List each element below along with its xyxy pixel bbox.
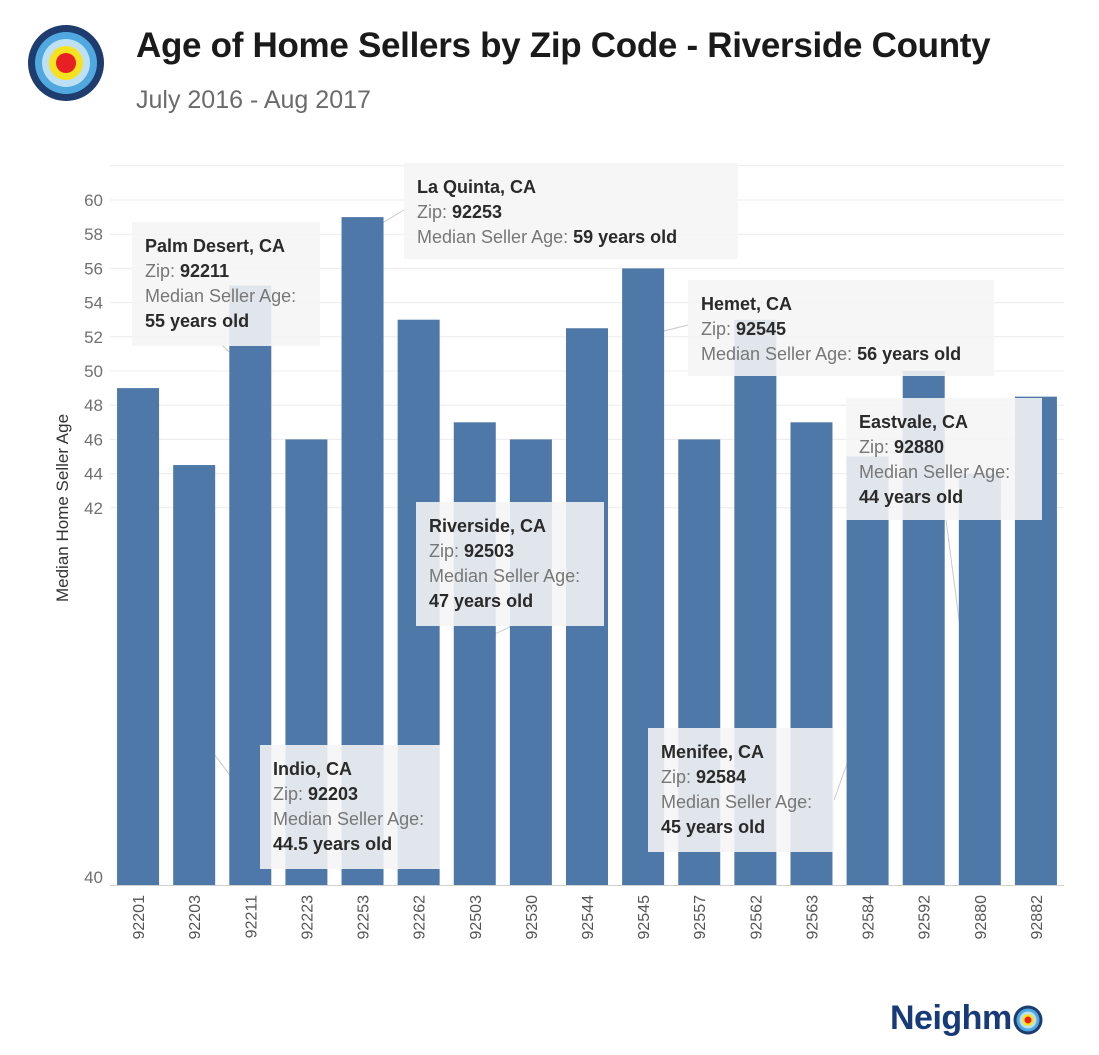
chart-subtitle: July 2016 - Aug 2017 bbox=[136, 86, 371, 114]
annotation-zip: Zip: 92203 bbox=[273, 784, 358, 804]
annotation-zip: Zip: 92211 bbox=[145, 261, 229, 281]
annotation-box: Riverside, CA Zip: 92503 Median Seller Age… bbox=[416, 502, 604, 626]
x-tick-label: 92253 bbox=[356, 895, 373, 940]
y-tick-label: 60 bbox=[84, 191, 103, 210]
y-tick-label: 44 bbox=[84, 465, 103, 484]
annotations: Palm Desert, CA Zip: 92211 Median Seller A… bbox=[132, 163, 1042, 869]
x-tick-label: 92223 bbox=[299, 895, 316, 940]
annotation-box: Hemet, CA Zip: 92545 Median Seller Age: 56… bbox=[688, 280, 994, 376]
bar bbox=[958, 473, 1001, 885]
x-tick-label: 92545 bbox=[636, 895, 653, 940]
y-tick-label: 58 bbox=[84, 225, 103, 244]
annotation-age-value: 55 years old bbox=[145, 311, 249, 331]
y-tick-label: 56 bbox=[84, 259, 103, 278]
annotation-zip: Zip: 92253 bbox=[417, 202, 502, 222]
x-tick-label: 92262 bbox=[412, 895, 429, 940]
annotation-box: La Quinta, CA Zip: 92253 Median Seller Age… bbox=[404, 163, 738, 259]
annotation-age: Median Seller Age: 59 years old bbox=[417, 227, 677, 247]
annotation-zip: Zip: 92584 bbox=[661, 767, 746, 787]
brand-name: Neighm bbox=[890, 998, 1012, 1037]
annotation-background bbox=[404, 163, 738, 259]
x-tick-label: 92882 bbox=[1029, 895, 1046, 940]
annotation-box: Eastvale, CA Zip: 92880 Median Seller Age:… bbox=[846, 398, 1042, 520]
annotation-background bbox=[648, 728, 834, 852]
x-tick-label: 92880 bbox=[973, 895, 990, 940]
x-tick-label: 92557 bbox=[692, 895, 709, 940]
y-tick-label: 52 bbox=[84, 328, 103, 347]
chart-title: Age of Home Sellers by Zip Code - Rivers… bbox=[136, 26, 991, 65]
annotation-age: Median Seller Age: bbox=[661, 792, 812, 812]
bar bbox=[846, 456, 889, 885]
annotation-city: Menifee, CA bbox=[661, 742, 764, 762]
annotation-city: Eastvale, CA bbox=[859, 412, 968, 432]
annotation-zip: Zip: 92503 bbox=[429, 541, 514, 561]
annotation-city: Palm Desert, CA bbox=[145, 236, 285, 256]
bar bbox=[117, 388, 160, 885]
annotation-city: Riverside, CA bbox=[429, 516, 546, 536]
annotation-zip: Zip: 92545 bbox=[701, 319, 786, 339]
annotation-age: Median Seller Age: bbox=[429, 566, 580, 586]
annotation-city: Hemet, CA bbox=[701, 294, 792, 314]
annotation-box: Menifee, CA Zip: 92584 Median Seller Age: 4… bbox=[648, 728, 834, 852]
annotation-background bbox=[688, 280, 994, 376]
bar bbox=[173, 465, 216, 885]
y-tick-label: 50 bbox=[84, 362, 103, 381]
x-tick-label: 92201 bbox=[131, 895, 148, 940]
annotation-age-value: 44.5 years old bbox=[273, 834, 392, 854]
annotation-box: Indio, CA Zip: 92203 Median Seller Age: 44.… bbox=[260, 745, 440, 869]
x-tick-label: 92544 bbox=[580, 895, 597, 940]
x-tick-label: 92530 bbox=[524, 895, 541, 940]
annotation-background bbox=[260, 745, 440, 869]
annotation-city: Indio, CA bbox=[273, 759, 352, 779]
target-icon bbox=[28, 25, 104, 101]
bar bbox=[453, 422, 496, 885]
annotation-zip: Zip: 92880 bbox=[859, 437, 944, 457]
y-tick-label: 46 bbox=[84, 430, 103, 449]
y-axis-ticks: 40 42 44 46 48 50 52 54 56 58 60 bbox=[84, 191, 103, 887]
y-tick-label: 40 bbox=[84, 868, 103, 887]
annotation-box: Palm Desert, CA Zip: 92211 Median Seller A… bbox=[132, 222, 320, 346]
x-tick-label: 92503 bbox=[468, 895, 485, 940]
y-tick-label: 48 bbox=[84, 396, 103, 415]
annotation-background bbox=[416, 502, 604, 626]
x-tick-label: 92203 bbox=[187, 895, 204, 940]
x-tick-label: 92211 bbox=[243, 895, 260, 938]
annotation-background bbox=[846, 398, 1042, 520]
brand-logo: Neighm bbox=[890, 996, 1043, 1040]
x-tick-label: 92584 bbox=[861, 895, 878, 940]
annotation-age-value: 47 years old bbox=[429, 591, 533, 611]
annotation-age-value: 44 years old bbox=[859, 487, 963, 507]
y-tick-label: 42 bbox=[84, 499, 103, 518]
y-tick-label: 54 bbox=[84, 294, 103, 313]
y-axis-label: Median Home Seller Age bbox=[53, 414, 72, 602]
annotation-age: Median Seller Age: bbox=[859, 462, 1010, 482]
annotation-background bbox=[132, 222, 320, 346]
annotation-age: Median Seller Age: bbox=[145, 286, 296, 306]
annotation-age: Median Seller Age: 56 years old bbox=[701, 344, 961, 364]
x-tick-label: 92562 bbox=[748, 895, 765, 940]
x-tick-label: 92563 bbox=[804, 895, 821, 940]
x-axis-ticks: 92201 92203 92211 92223 92253 92262 92503 92530… bbox=[131, 895, 1046, 940]
x-tick-label: 92592 bbox=[917, 895, 934, 940]
annotation-city: La Quinta, CA bbox=[417, 177, 536, 197]
target-icon bbox=[1013, 1005, 1043, 1035]
annotation-age-value: 45 years old bbox=[661, 817, 765, 837]
annotation-age: Median Seller Age: bbox=[273, 809, 424, 829]
